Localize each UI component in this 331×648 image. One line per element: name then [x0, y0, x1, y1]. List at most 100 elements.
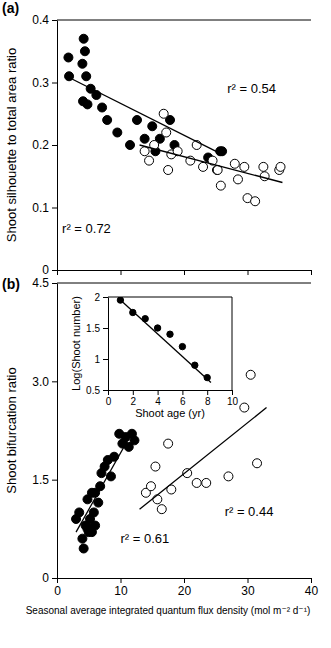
fit-line [67, 76, 223, 154]
y-tick: 1.5 [86, 323, 108, 334]
fit-line [120, 300, 211, 382]
y-tick-mark [103, 328, 108, 329]
open-point [230, 159, 239, 168]
y-tick-label: 1.5 [32, 473, 49, 487]
x-tick: 10 [227, 390, 239, 407]
open-point [153, 495, 162, 504]
filled-point [80, 47, 89, 56]
y-tick: 0.3 [32, 76, 57, 90]
filled-point [213, 166, 222, 175]
y-axis: 0 0.1 0.2 0.3 0.4 [32, 13, 57, 277]
fit-line [140, 145, 283, 183]
y-tick-label: 0 [42, 263, 49, 277]
filled-point [86, 524, 95, 533]
x-tick-label: 2 [131, 396, 137, 407]
open-point [233, 175, 242, 184]
y-tick-label: 0.2 [32, 138, 49, 152]
y-tick-label: 0.1 [32, 201, 49, 215]
annotation: r² = 0.54 [227, 81, 276, 96]
filled-point [78, 59, 87, 68]
x-tick [57, 270, 58, 275]
y-axis-line [57, 21, 58, 271]
frame [108, 297, 232, 390]
open-point [151, 462, 160, 471]
x-tick-mark [232, 390, 233, 395]
panel-label: (b) [2, 276, 20, 292]
y-tick-mark [52, 20, 57, 21]
y-tick-label: 1.5 [86, 323, 100, 334]
open-point [192, 478, 201, 487]
open-point [146, 482, 155, 491]
filled-point [89, 508, 98, 517]
x-tick [184, 270, 185, 275]
y-tick-label: 4.5 [32, 276, 49, 290]
panel-label: (a) [2, 0, 19, 16]
panel: 02468100.511.52Log(Shoot number)Shoot ag… [70, 292, 238, 419]
x-axis: 010203040 [54, 578, 318, 598]
filled-point [79, 544, 88, 553]
filled-point [154, 325, 160, 331]
filled-point [148, 122, 157, 131]
filled-point [126, 141, 135, 150]
filled-point [167, 331, 173, 337]
x-tick: 0 [106, 390, 112, 407]
figure: 00.10.20.30.4r² = 0.54r² = 0.72(a)Shoot … [0, 0, 331, 648]
x-tick-label: 20 [178, 584, 192, 598]
filled-point [130, 436, 139, 445]
x-tick: 40 [305, 578, 319, 598]
frame [57, 283, 311, 284]
frame-top [108, 297, 232, 298]
annotation: r² = 0.44 [225, 504, 274, 519]
x-tick-mark [57, 578, 58, 583]
y-tick-mark [52, 83, 57, 84]
open-point [216, 181, 225, 190]
y-tick-label: 0.3 [32, 76, 49, 90]
y-tick-label: 1 [94, 354, 100, 365]
open-point [253, 459, 262, 468]
y-tick-mark [52, 208, 57, 209]
y-axis-line [108, 298, 109, 391]
panel: 00.10.20.30.4r² = 0.54r² = 0.72(a)Shoot … [2, 0, 312, 277]
x-tick: 6 [180, 390, 186, 407]
open-point [276, 162, 285, 171]
open-point [140, 147, 149, 156]
y-axis-line [57, 284, 58, 579]
x-tick-mark [311, 578, 312, 583]
y-axis: 0.5 1 1.5 2 [86, 292, 108, 396]
y-tick-mark [103, 297, 108, 298]
x-tick: 0 [54, 578, 61, 598]
x-tick [121, 270, 122, 275]
annotation: r² = 0.61 [121, 531, 170, 546]
x-tick-label: 6 [180, 396, 186, 407]
plot-area [117, 297, 211, 383]
x-axis [58, 270, 312, 275]
y-tick-label: 0 [42, 571, 49, 585]
filled-point [103, 116, 112, 125]
y-tick: 4.5 [32, 276, 57, 290]
x-axis: 0246810 [106, 390, 239, 407]
y-tick-mark [52, 480, 57, 481]
y-tick-mark [52, 578, 57, 579]
filled-point [140, 134, 149, 143]
x-tick-mark [207, 390, 208, 395]
filled-point [82, 72, 91, 81]
filled-point [218, 147, 227, 156]
y-tick-mark [52, 145, 57, 146]
frame-top [57, 20, 311, 21]
y-tick: 0.2 [32, 138, 57, 152]
x-tick: 30 [241, 578, 255, 598]
y-axis-title: Shoot silhouette to total area ratio [4, 48, 19, 242]
y-tick: 0.4 [32, 13, 57, 27]
open-point [240, 403, 249, 412]
filled-point [130, 309, 136, 315]
y-tick: 0.5 [86, 385, 108, 396]
y-tick: 1.5 [32, 473, 57, 487]
y-tick-label: 2 [94, 292, 100, 303]
x-tick-mark [57, 270, 58, 275]
y-tick-label: 0.4 [32, 13, 49, 27]
open-point [202, 478, 211, 487]
x-axis-line [109, 390, 233, 391]
x-tick-label: 4 [155, 396, 161, 407]
x-tick-label: 0 [54, 584, 61, 598]
x-tick-mark [311, 270, 312, 275]
